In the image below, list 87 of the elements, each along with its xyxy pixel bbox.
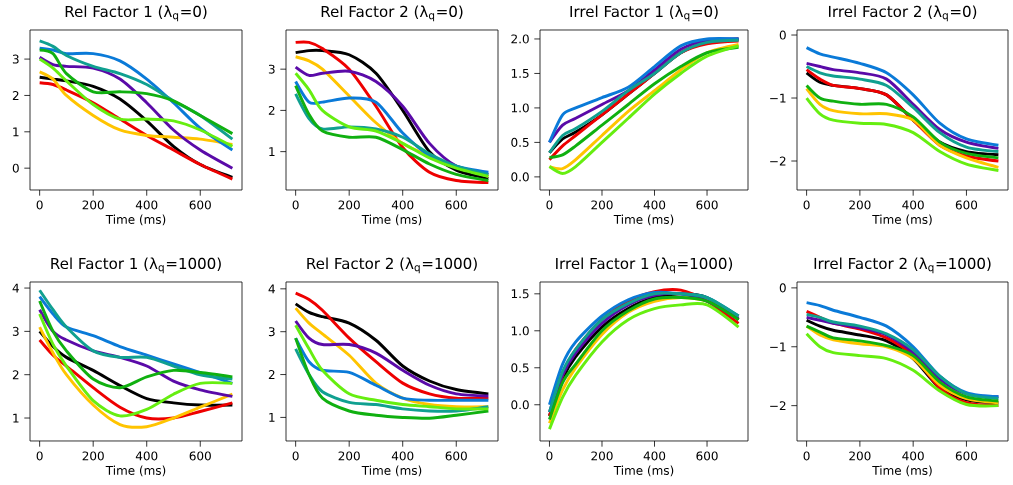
x-tick-label: 200: [849, 451, 871, 461]
x-tick-label: 400: [391, 451, 414, 461]
x-tick-label: 200: [338, 451, 360, 461]
y-tick-label: 1: [13, 127, 19, 137]
line-series: [38, 55, 234, 170]
y-tick-label: 2: [268, 370, 275, 380]
x-tick-label: 0: [292, 451, 299, 461]
line-series: [38, 312, 234, 418]
y-tick-label: 0.0: [511, 400, 529, 410]
y-tick-label: −1: [770, 342, 786, 352]
x-tick-label: 0: [803, 451, 810, 461]
chart-title: Irrel Factor 1 (λ$_{q}$=1000): [556, 257, 733, 274]
y-tick-label: −2: [770, 401, 786, 411]
x-tick-label: 0: [36, 451, 43, 461]
x-axis-title: Time (ms): [105, 214, 166, 226]
x-tick-label: 600: [696, 200, 718, 210]
y-tick-label: 0.5: [511, 363, 529, 373]
x-tick-label: 400: [643, 451, 666, 461]
x-tick-label: 0: [803, 200, 810, 210]
chart-title: Rel Factor 1 (λ$_{q}$=1000): [51, 257, 221, 274]
line-series: [38, 325, 234, 429]
x-tick-label: 600: [189, 200, 211, 210]
y-tick-label: −1: [770, 93, 786, 103]
x-axis-title: Time (ms): [613, 214, 674, 226]
chart-title: Rel Factor 2 (λ$_{q}$=0): [321, 5, 463, 22]
chart-title: Irrel Factor 2 (λ$_{q}$=1000): [814, 257, 991, 274]
y-tick-label: 0.5: [511, 137, 529, 147]
x-tick-label: 400: [643, 200, 666, 210]
y-tick-label: −2: [770, 156, 786, 166]
y-tick-label: 1: [269, 413, 275, 422]
x-tick-label: 600: [955, 200, 978, 210]
x-tick-label: 200: [338, 200, 360, 210]
line-series: [294, 336, 490, 420]
y-tick-label: 4: [268, 284, 275, 294]
x-tick-label: 200: [591, 451, 613, 461]
y-tick-label: 0: [12, 163, 19, 173]
y-tick-label: 1.5: [511, 68, 529, 78]
y-tick-label: 1: [269, 147, 275, 157]
line-series: [805, 46, 1000, 147]
x-tick-label: 200: [849, 200, 871, 210]
x-axis-title: Time (ms): [872, 214, 932, 226]
x-axis-title: Time (ms): [613, 465, 674, 477]
chart-title: Irrel Factor 1 (λ$_{q}$=0): [570, 5, 718, 22]
y-tick-label: 2: [12, 90, 19, 100]
x-tick-label: 200: [591, 200, 613, 210]
line-series: [294, 319, 490, 398]
line-series: [38, 70, 234, 147]
y-tick-label: 1.0: [511, 103, 529, 113]
y-tick-label: 2: [12, 370, 19, 380]
y-tick-label: 0: [779, 283, 786, 293]
x-tick-label: 200: [82, 200, 104, 210]
y-tick-label: 1: [13, 413, 19, 423]
x-axis-title: Time (ms): [361, 214, 422, 226]
x-axis-title: Time (ms): [105, 465, 166, 477]
y-tick-label: 3: [12, 54, 19, 64]
line-series: [805, 83, 1000, 160]
chart-title: Irrel Factor 2 (λ$_{q}$=0): [828, 5, 977, 22]
y-tick-label: 1.0: [511, 326, 529, 336]
x-tick-label: 600: [696, 451, 718, 461]
x-axis-title: Time (ms): [872, 465, 932, 477]
x-tick-label: 600: [445, 451, 467, 461]
x-tick-label: 0: [546, 200, 553, 210]
x-tick-label: 0: [36, 200, 43, 210]
x-axis-title: Time (ms): [361, 465, 422, 477]
x-tick-label: 400: [902, 200, 924, 210]
x-tick-label: 400: [135, 451, 158, 461]
x-tick-label: 400: [902, 451, 924, 461]
y-tick-label: 2.0: [511, 34, 529, 44]
y-tick-label: 2: [268, 105, 275, 115]
y-tick-label: 3: [12, 326, 19, 336]
y-tick-label: 0.0: [511, 172, 529, 182]
x-tick-label: 0: [546, 451, 553, 461]
x-tick-label: 600: [189, 451, 211, 461]
x-tick-label: 200: [82, 451, 104, 461]
y-tick-label: 0: [779, 30, 786, 40]
y-tick-label: 3: [268, 327, 275, 337]
line-series: [294, 323, 490, 411]
x-tick-label: 400: [391, 200, 414, 210]
y-tick-label: 4: [12, 283, 19, 293]
x-tick-label: 600: [445, 200, 467, 210]
x-tick-label: 0: [292, 200, 299, 210]
x-tick-label: 600: [955, 451, 978, 461]
y-tick-label: 3: [268, 64, 275, 74]
chart-title: Rel Factor 2 (λ$_{q}$=1000): [307, 257, 477, 274]
chart-title: Rel Factor 1 (λ$_{q}$=0): [65, 5, 207, 22]
y-tick-label: 1.5: [511, 289, 529, 299]
x-tick-label: 400: [135, 200, 158, 210]
